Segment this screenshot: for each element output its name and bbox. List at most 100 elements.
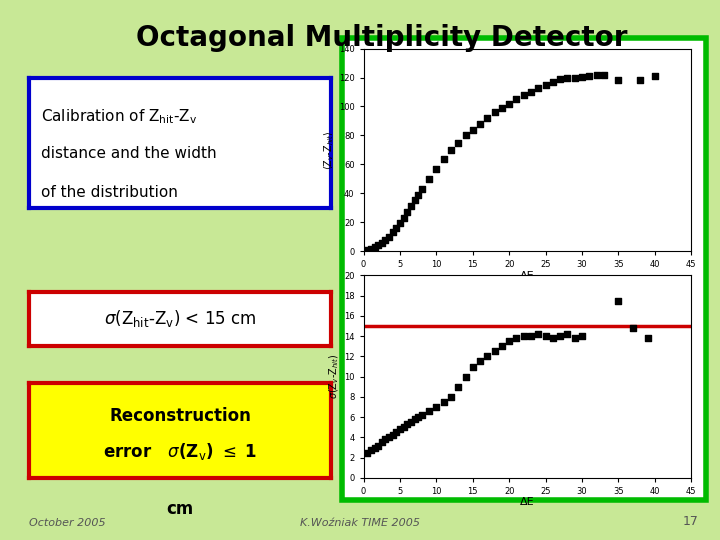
- Point: [402, 208, 413, 217]
- Point: [398, 213, 410, 222]
- Point: [642, 334, 653, 342]
- Point: [467, 125, 479, 134]
- Point: [452, 382, 464, 391]
- X-axis label: ΔE: ΔE: [520, 271, 535, 280]
- X-axis label: ΔE: ΔE: [520, 497, 535, 507]
- Point: [379, 236, 391, 245]
- Point: [387, 431, 398, 440]
- Point: [383, 433, 395, 442]
- Point: [372, 241, 384, 249]
- Point: [526, 332, 537, 340]
- Point: [390, 428, 402, 437]
- Text: K.Woźniak TIME 2005: K.Woźniak TIME 2005: [300, 518, 420, 528]
- Point: [369, 443, 380, 452]
- Point: [503, 337, 515, 346]
- Point: [474, 119, 486, 128]
- Point: [547, 334, 559, 342]
- Point: [496, 342, 508, 350]
- Point: [361, 448, 373, 457]
- Point: [398, 423, 410, 431]
- Point: [369, 243, 380, 252]
- Point: [413, 191, 424, 199]
- Text: October 2005: October 2005: [29, 518, 105, 528]
- Text: error   $\sigma$(Z$_{\rm v}$) $\leq$ 1: error $\sigma$(Z$_{\rm v}$) $\leq$ 1: [103, 441, 257, 462]
- Text: $\sigma$(Z$_{\rm hit}$-Z$_{\rm v}$) < 15 cm: $\sigma$(Z$_{\rm hit}$-Z$_{\rm v}$) < 15…: [104, 308, 256, 329]
- Y-axis label: $\langle$Z$_v$-Z$_{hit}$$\rangle$: $\langle$Z$_v$-Z$_{hit}$$\rangle$: [323, 130, 336, 170]
- Point: [503, 99, 515, 108]
- Point: [613, 76, 624, 85]
- Point: [445, 393, 456, 401]
- Point: [482, 114, 493, 123]
- Point: [445, 145, 456, 154]
- Point: [390, 224, 402, 232]
- Point: [583, 72, 595, 80]
- Point: [554, 75, 566, 83]
- Point: [438, 397, 449, 406]
- Point: [562, 74, 573, 83]
- Text: cm: cm: [166, 500, 194, 517]
- Point: [489, 347, 500, 356]
- Point: [569, 73, 580, 82]
- Point: [405, 202, 417, 211]
- Point: [376, 239, 387, 247]
- Point: [395, 219, 406, 227]
- Point: [649, 72, 660, 80]
- Text: of the distribution: of the distribution: [41, 185, 178, 200]
- Point: [409, 415, 420, 423]
- Point: [372, 441, 384, 450]
- Point: [438, 154, 449, 163]
- Point: [402, 420, 413, 429]
- Point: [533, 330, 544, 339]
- Point: [387, 228, 398, 237]
- Point: [467, 362, 479, 371]
- Point: [634, 76, 646, 84]
- Point: [598, 70, 610, 79]
- Point: [395, 425, 406, 434]
- Point: [365, 445, 377, 454]
- Point: [533, 83, 544, 92]
- Point: [416, 411, 428, 420]
- Point: [489, 108, 500, 117]
- Point: [482, 352, 493, 361]
- Point: [376, 438, 387, 447]
- Point: [474, 357, 486, 366]
- Text: Octagonal Multiplicity Detector: Octagonal Multiplicity Detector: [136, 24, 627, 52]
- Point: [569, 334, 580, 342]
- Point: [379, 435, 391, 444]
- Point: [416, 185, 428, 193]
- Point: [405, 418, 417, 427]
- Point: [361, 246, 373, 255]
- Point: [562, 330, 573, 339]
- Point: [496, 104, 508, 112]
- Point: [518, 332, 529, 340]
- Point: [510, 334, 522, 342]
- Point: [576, 72, 588, 81]
- Point: [431, 164, 442, 173]
- Point: [540, 80, 552, 89]
- Point: [460, 373, 472, 381]
- Point: [409, 196, 420, 205]
- Point: [554, 332, 566, 340]
- Point: [431, 403, 442, 411]
- Point: [423, 174, 435, 183]
- Text: Calibration of Z$_{\rm hit}$-Z$_{\rm v}$: Calibration of Z$_{\rm hit}$-Z$_{\rm v}$: [41, 107, 197, 125]
- Point: [383, 232, 395, 241]
- Text: 17: 17: [683, 515, 698, 528]
- Point: [452, 138, 464, 147]
- Y-axis label: $\sigma$(Z$_v$-Z$_{hit}$): $\sigma$(Z$_v$-Z$_{hit}$): [328, 354, 341, 400]
- Point: [460, 131, 472, 140]
- Text: Reconstruction: Reconstruction: [109, 408, 251, 426]
- Point: [540, 332, 552, 340]
- Point: [423, 407, 435, 415]
- Point: [591, 71, 603, 80]
- Point: [613, 296, 624, 305]
- Point: [576, 332, 588, 340]
- Point: [413, 413, 424, 421]
- Point: [627, 323, 639, 332]
- Point: [547, 78, 559, 86]
- Text: distance and the width: distance and the width: [41, 146, 217, 161]
- Point: [526, 87, 537, 96]
- Point: [365, 245, 377, 253]
- Point: [510, 95, 522, 104]
- Point: [518, 91, 529, 99]
